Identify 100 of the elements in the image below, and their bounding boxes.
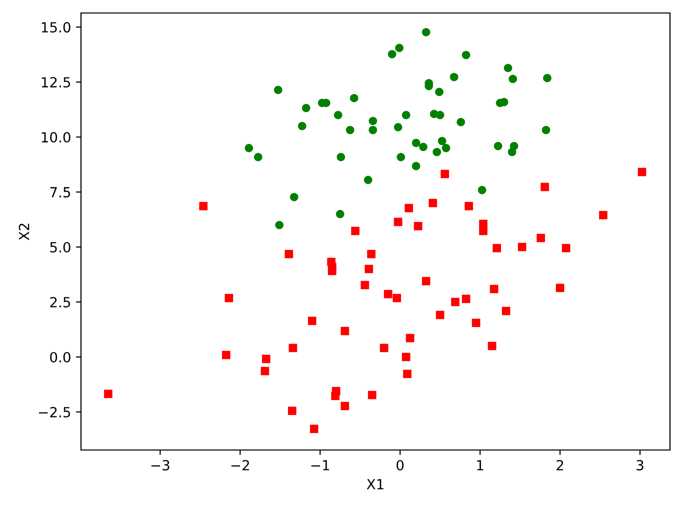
- point: [556, 284, 564, 292]
- point: [422, 28, 430, 36]
- point: [435, 88, 444, 96]
- y-tick-label: 12.5: [42, 77, 70, 88]
- y-tick-label: 10.0: [42, 132, 70, 143]
- x-tick-label: −1: [311, 460, 330, 470]
- point: [508, 74, 518, 84]
- point: [288, 344, 298, 352]
- point: [436, 110, 444, 120]
- point: [472, 318, 480, 328]
- point: [308, 316, 316, 326]
- point: [414, 222, 422, 230]
- y-axis-title: X2: [18, 224, 30, 240]
- y-tick-label: 7.5: [50, 187, 70, 198]
- point: [432, 148, 442, 156]
- point: [392, 294, 402, 302]
- y-tick-label: 15.0: [42, 22, 70, 33]
- point: [638, 168, 646, 176]
- point: [290, 192, 298, 202]
- point: [298, 122, 306, 130]
- point: [394, 122, 402, 132]
- point: [284, 250, 294, 258]
- point: [540, 182, 550, 192]
- point: [394, 218, 402, 226]
- point: [380, 344, 388, 352]
- x-tick-label: −3: [151, 460, 170, 470]
- y-tick-label: 5.0: [50, 242, 70, 252]
- point: [462, 50, 470, 60]
- point: [274, 86, 282, 94]
- point: [222, 350, 230, 360]
- point: [368, 390, 376, 400]
- point: [336, 152, 346, 162]
- point: [536, 234, 546, 242]
- point: [331, 392, 340, 400]
- point: [340, 326, 350, 336]
- point: [254, 152, 262, 162]
- point: [508, 148, 516, 156]
- point: [562, 244, 570, 252]
- point: [462, 294, 470, 304]
- point: [368, 126, 378, 134]
- point: [438, 136, 446, 146]
- point: [350, 94, 358, 102]
- point: [364, 264, 374, 274]
- point: [478, 186, 486, 194]
- point: [388, 50, 396, 58]
- point: [422, 276, 430, 286]
- point: [402, 352, 410, 362]
- point: [403, 370, 412, 378]
- y-tick-label: 2.5: [50, 296, 70, 308]
- x-tick-label: 3: [636, 460, 644, 470]
- point: [396, 152, 406, 162]
- point: [395, 44, 404, 52]
- point: [199, 202, 208, 210]
- point: [340, 402, 350, 410]
- point: [364, 176, 372, 184]
- point: [492, 244, 502, 252]
- point: [542, 126, 550, 134]
- point: [360, 280, 370, 290]
- point: [244, 144, 254, 152]
- point: [518, 242, 526, 252]
- point: [260, 366, 270, 376]
- point: [302, 104, 310, 112]
- x-tick-label: 0: [396, 460, 404, 470]
- point: [451, 298, 460, 306]
- point: [464, 202, 474, 210]
- point: [494, 142, 502, 150]
- point: [384, 290, 392, 298]
- point: [402, 110, 410, 120]
- point: [368, 116, 378, 126]
- point: [504, 64, 512, 72]
- point: [490, 284, 498, 294]
- x-tick-label: −2: [231, 460, 249, 470]
- point: [440, 170, 450, 178]
- point: [288, 406, 296, 416]
- point: [346, 126, 354, 134]
- point: [450, 72, 458, 82]
- point: [262, 354, 270, 364]
- point: [442, 144, 450, 152]
- point: [543, 74, 552, 82]
- point: [406, 334, 414, 342]
- x-tick-label: 2: [556, 460, 564, 470]
- point: [599, 210, 608, 220]
- x-tick-label: 1: [477, 460, 484, 470]
- point: [456, 118, 466, 126]
- point: [336, 210, 344, 218]
- x-axis-title: X1: [366, 479, 384, 490]
- y-tick-label: −2.5: [39, 406, 70, 418]
- point: [334, 110, 342, 120]
- point: [502, 306, 510, 316]
- point: [404, 204, 414, 212]
- y-tick-label: 0.0: [50, 352, 70, 362]
- point: [328, 266, 336, 276]
- point: [224, 294, 234, 302]
- point: [419, 142, 428, 152]
- point: [436, 310, 444, 320]
- point: [104, 390, 112, 398]
- point: [351, 226, 360, 236]
- point: [275, 220, 284, 230]
- point: [310, 424, 318, 434]
- point: [488, 342, 496, 350]
